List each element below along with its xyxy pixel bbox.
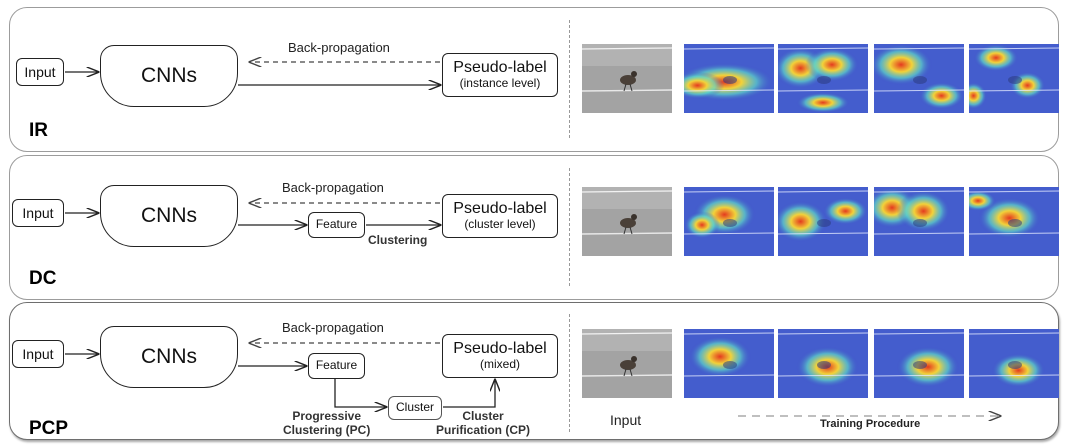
cnn-block-dc: CNNs [100,185,238,247]
separator-ir [569,20,570,138]
input-label: Input [24,64,55,80]
backprop-label-pcp: Back-propagation [282,320,384,335]
feature-label: Feature [316,359,357,373]
attention-heatmap-icon [874,44,964,113]
pseudo-label-box-dc: Pseudo-label (cluster level) [442,194,558,238]
cnn-block-pcp: CNNs [100,326,238,388]
attention-heatmap-icon [969,44,1059,113]
attention-heatmap-icon [684,187,774,256]
cp-label: Cluster Purification (CP) [436,409,530,438]
input-box-dc: Input [12,199,64,227]
cnn-label: CNNs [141,204,197,228]
pc-label-line1: Progressive [283,409,370,423]
backprop-label-dc: Back-propagation [282,180,384,195]
pseudo-label-title: Pseudo-label [453,340,546,358]
cluster-box: Cluster [388,396,442,420]
cnn-label: CNNs [141,345,197,369]
cp-label-line1: Cluster [436,409,530,423]
attention-heatmap-icon [969,329,1059,398]
method-tag-ir: IR [29,120,48,142]
attention-heatmap-icon [778,44,868,113]
pseudo-label-box-pcp: Pseudo-label (mixed) [442,334,558,378]
pc-label: Progressive Clustering (PC) [283,409,370,438]
bird-photo-icon [582,187,672,256]
attention-heatmap-icon [874,329,964,398]
attention-heatmap-icon [778,187,868,256]
cluster-label: Cluster [396,401,434,415]
pseudo-label-title: Pseudo-label [453,200,546,218]
feature-box-pcp: Feature [308,353,365,379]
pseudo-label-sub: (mixed) [480,358,520,372]
method-tag-dc: DC [29,268,56,290]
training-procedure-label: Training Procedure [820,418,920,430]
input-box-pcp: Input [12,340,64,368]
bird-photo-icon [582,44,672,113]
cnn-label: CNNs [141,64,197,88]
pc-label-line2: Clustering (PC) [283,423,370,437]
input-label: Input [22,346,53,362]
separator-pcp [569,314,570,432]
separator-dc [569,168,570,286]
input-box-ir: Input [16,58,64,86]
attention-heatmap-icon [778,329,868,398]
attention-heatmap-icon [874,187,964,256]
clustering-label: Clustering [368,233,427,247]
attention-heatmap-icon [684,329,774,398]
method-tag-pcp: PCP [29,418,68,440]
attention-heatmap-icon [684,44,774,113]
input-label: Input [22,205,53,221]
cp-label-line2: Purification (CP) [436,423,530,437]
attention-heatmap-icon [969,187,1059,256]
feature-label: Feature [316,218,357,232]
input-column-label: Input [610,412,641,428]
bird-photo-icon [582,329,672,398]
feature-box-dc: Feature [308,212,365,238]
cnn-block-ir: CNNs [100,45,238,107]
pseudo-label-sub: (instance level) [460,77,541,91]
pseudo-label-title: Pseudo-label [453,59,546,77]
pseudo-label-box-ir: Pseudo-label (instance level) [442,53,558,97]
backprop-label-ir: Back-propagation [288,40,390,55]
pseudo-label-sub: (cluster level) [464,218,535,232]
